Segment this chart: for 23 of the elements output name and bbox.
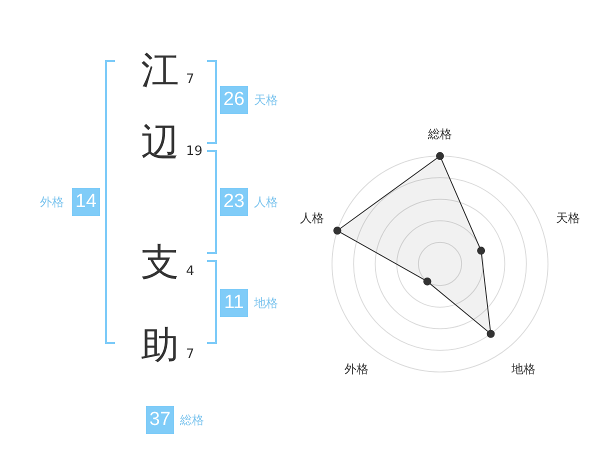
category-label: 助 [140, 323, 180, 367]
data-label: 7 [186, 72, 194, 87]
text: 地格 [254, 296, 278, 310]
spoke-label: 地格 [510, 362, 536, 376]
spoke-label: 外格 [344, 362, 368, 376]
text: 26 [220, 86, 248, 114]
text: 23 [220, 188, 248, 216]
spoke-label: 総格 [427, 126, 452, 141]
text: 14 [72, 188, 100, 216]
data-label: 4 [186, 264, 194, 279]
text: 37 [146, 406, 174, 434]
category-label: 辺 [140, 120, 180, 164]
spoke-label: 天格 [556, 211, 580, 226]
text: 11 [220, 289, 248, 317]
category-label: 江 [140, 48, 180, 92]
data-label: 7 [186, 347, 194, 362]
text: 人格 [254, 195, 278, 209]
spoke-label: 人格 [300, 211, 324, 226]
category-label: 支 [140, 240, 180, 284]
text: 天格 [254, 93, 278, 107]
text: 総格 [180, 413, 204, 427]
data-label: 19 [186, 144, 203, 159]
text: 外格 [40, 195, 64, 209]
